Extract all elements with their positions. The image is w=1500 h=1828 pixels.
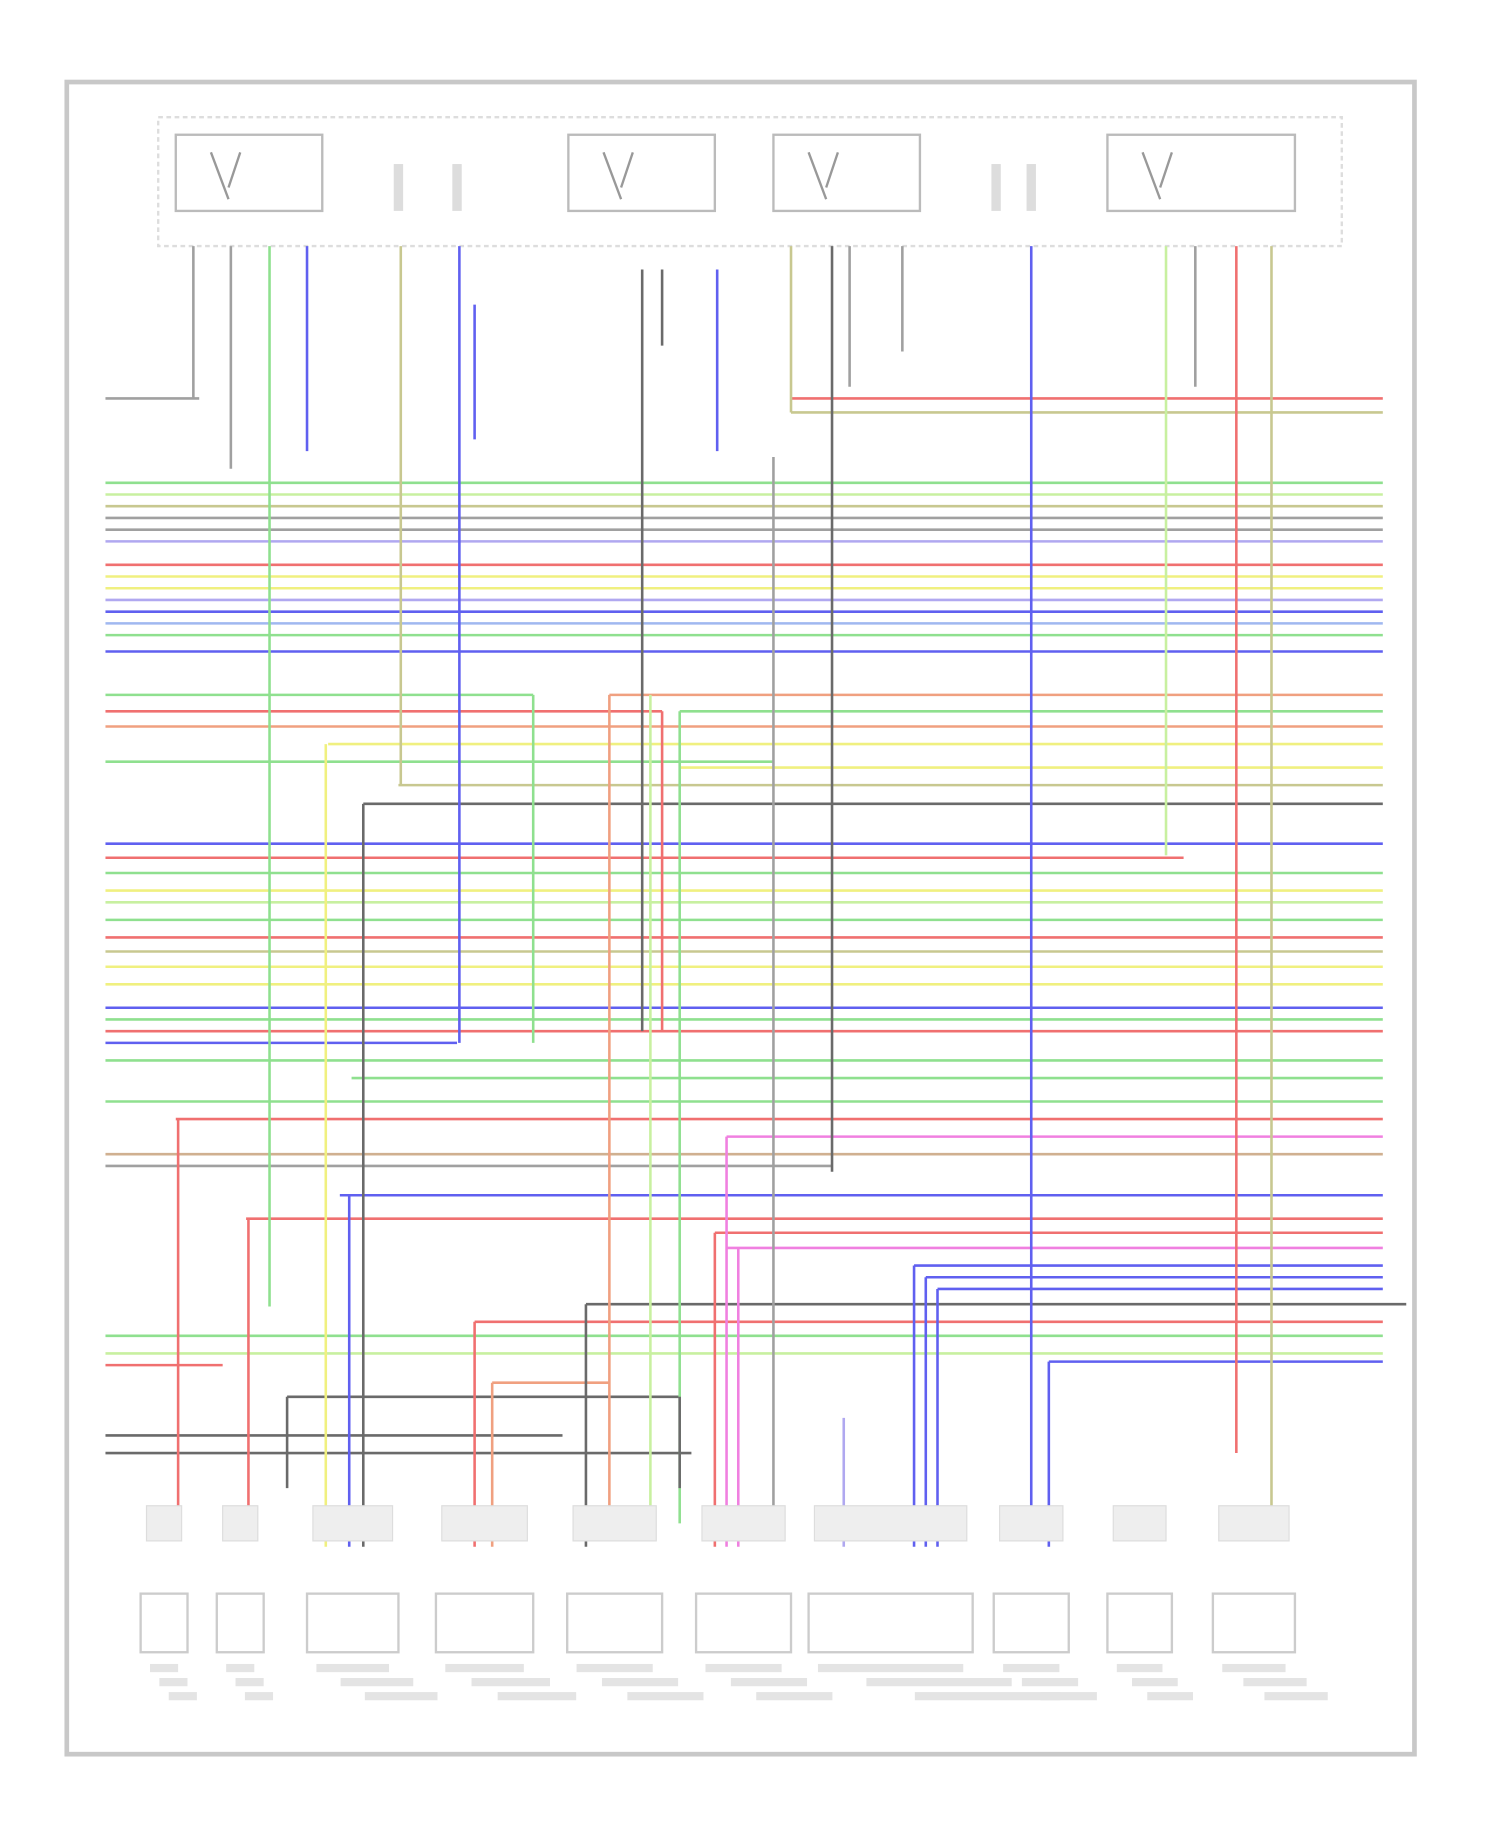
fuse-icon [393,164,404,211]
component [992,1592,1070,1654]
fuse-icon [452,164,462,211]
component [215,1592,265,1654]
component [1106,1592,1174,1654]
relay [567,133,717,213]
component-label [1132,1678,1178,1687]
bottom-components [139,1505,1328,1701]
component-label [1243,1678,1307,1687]
diagram-frame [64,79,1417,1757]
component-label [159,1678,188,1687]
connector [999,1505,1064,1542]
component-label [445,1663,524,1673]
component [434,1592,535,1654]
horizontal-wires [105,397,1407,1455]
component-label [1116,1663,1163,1673]
component-label [316,1663,390,1673]
component-label [235,1678,264,1687]
fuse-icon [991,164,1001,211]
connector [312,1505,394,1542]
component-label [705,1663,782,1673]
component-label [1147,1692,1193,1701]
component [566,1592,664,1654]
component-label [244,1692,274,1701]
component-label [150,1663,179,1673]
component-label [866,1678,1012,1687]
component-label [1003,1663,1060,1673]
component-label [1040,1692,1097,1701]
component-label [756,1692,833,1701]
component-label [497,1692,577,1701]
component-label [168,1692,197,1701]
component [1211,1592,1297,1654]
component-label [1021,1678,1079,1687]
component-label [817,1663,964,1673]
component-label [730,1678,808,1687]
relay-switch-icon [209,151,242,200]
component-label [627,1692,704,1701]
relay [1106,133,1297,213]
component-label [471,1678,550,1687]
vertical-wires [176,246,1273,1547]
connector [572,1505,657,1542]
connector [441,1505,528,1542]
component [139,1592,189,1654]
component-label [576,1663,653,1673]
connector [701,1505,786,1542]
connector [813,1505,968,1542]
component [305,1592,400,1654]
connector [1112,1505,1167,1542]
component-label [1264,1692,1328,1701]
component [694,1592,793,1654]
component [807,1592,974,1654]
connector [222,1505,259,1542]
relay-switch-icon [807,151,840,200]
relay [772,133,922,213]
component-label [1222,1663,1286,1673]
relays [174,133,1297,213]
relay-switch-icon [602,151,634,200]
connector [145,1505,183,1542]
component-label [914,1692,1061,1701]
component-label [364,1692,438,1701]
relay [174,133,324,213]
fuse-icon [1026,164,1036,211]
component-label [601,1678,679,1687]
component-label [226,1663,255,1673]
relay-box-outline [157,116,1343,248]
connector [1218,1505,1290,1542]
component-label [340,1678,414,1687]
relay-switch-icon [1141,151,1173,200]
